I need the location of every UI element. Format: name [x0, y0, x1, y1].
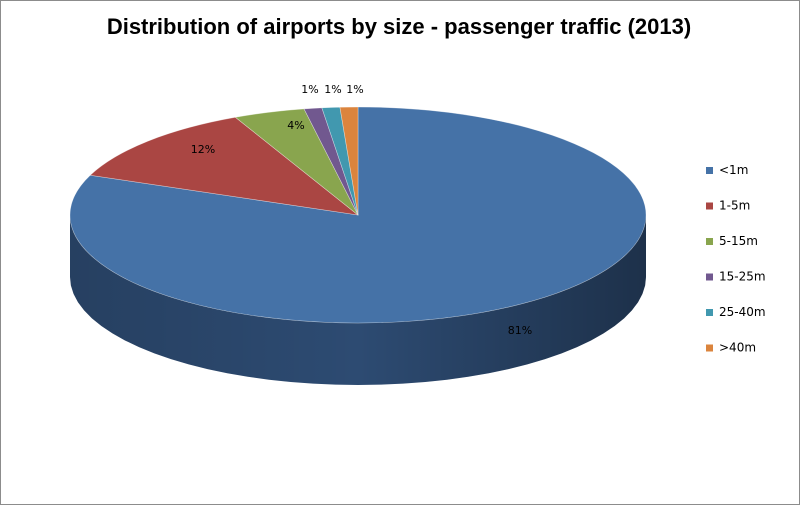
- data-label-gt-40m: 1%: [346, 83, 363, 96]
- data-label-25-40m: 1%: [324, 83, 341, 96]
- chart-title: Distribution of airports by size - passe…: [106, 14, 692, 39]
- legend-swatch-5-15m: [706, 238, 713, 245]
- data-label-lt-1m: 81%: [508, 324, 532, 337]
- data-label-5-15m: 4%: [287, 119, 304, 132]
- data-label-1-5m: 12%: [191, 143, 215, 156]
- pie-slice-gt-40m: [339, 106, 359, 216]
- legend-swatch-gt-40m: [706, 344, 713, 352]
- legend-swatch-15-25m: [706, 273, 713, 281]
- legend-swatch-25-40m: [706, 309, 713, 316]
- legend-swatch-1-5m: [706, 202, 713, 210]
- legend-label-gt-40m: >40m: [719, 341, 756, 355]
- legend-label-1-5m: 1-5m: [719, 199, 750, 213]
- legend-label-15-25m: 15-25m: [719, 270, 766, 284]
- legend-label-25-40m: 25-40m: [719, 305, 766, 319]
- pie-slice-1-5m: [89, 116, 360, 216]
- data-label-15-25m: 1%: [301, 83, 318, 96]
- pie-side-shade-lt-1m: [70, 215, 646, 385]
- legend-label-lt-1m: <1m: [719, 163, 748, 177]
- legend-label-5-15m: 5-15m: [719, 234, 758, 248]
- legend-swatch-lt-1m: [706, 167, 713, 174]
